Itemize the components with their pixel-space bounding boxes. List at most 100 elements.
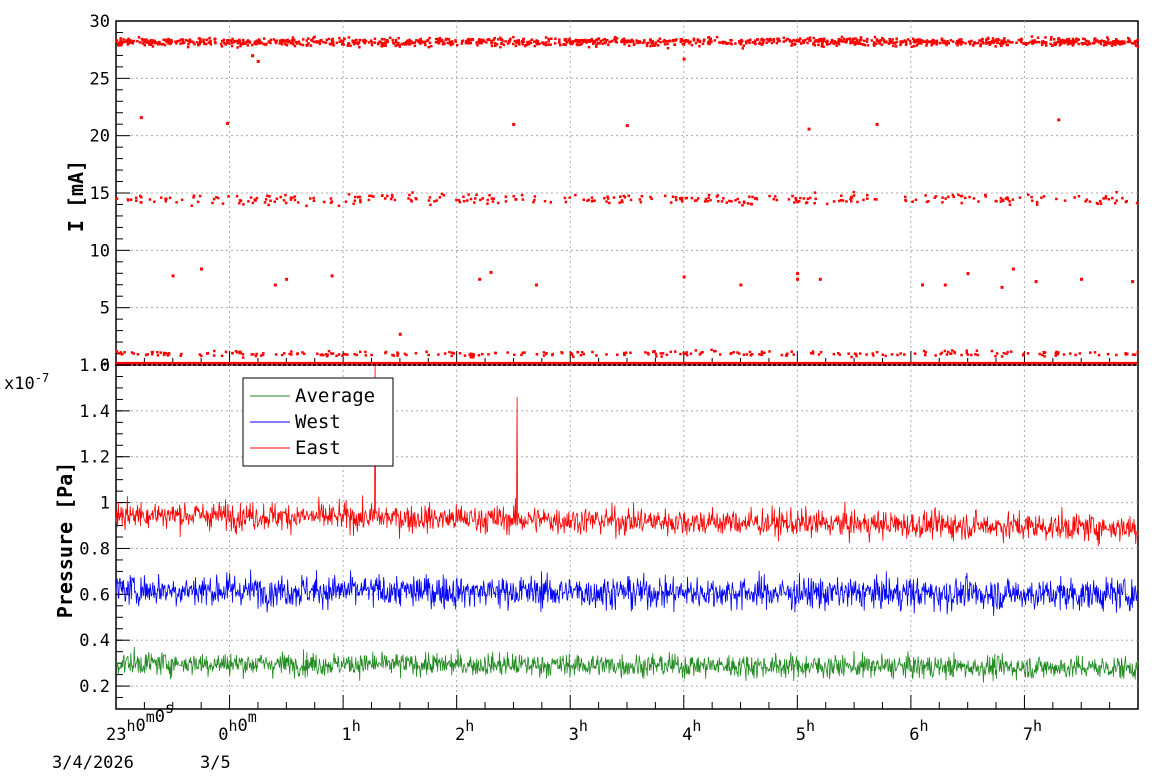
current-outlier: [171, 274, 175, 278]
current-point: [849, 38, 852, 41]
current-point: [943, 349, 947, 353]
current-point: [679, 352, 682, 356]
current-point: [613, 35, 617, 39]
current-point: [424, 43, 427, 47]
current-point: [485, 41, 488, 44]
current-point: [1027, 193, 1030, 196]
current-point: [392, 354, 395, 357]
current-point: [581, 41, 585, 44]
current-point: [683, 40, 686, 44]
current-point: [621, 200, 624, 204]
current-point: [794, 42, 797, 45]
current-point: [400, 42, 403, 46]
current-point: [832, 352, 836, 356]
current-point: [1043, 351, 1047, 354]
current-point: [852, 190, 856, 194]
current-point: [1124, 200, 1128, 204]
current-point: [838, 199, 841, 203]
current-point: [856, 41, 859, 44]
current-point: [144, 353, 148, 357]
current-point: [866, 44, 870, 47]
current-point: [979, 44, 982, 48]
current-point: [875, 350, 879, 354]
current-point: [835, 41, 838, 45]
current-point: [290, 350, 293, 353]
current-point: [791, 42, 794, 46]
current-point: [129, 39, 132, 42]
current-point: [782, 40, 786, 43]
current-point: [811, 352, 815, 355]
current-point: [957, 38, 961, 41]
current-point: [970, 39, 973, 43]
current-point: [521, 38, 525, 42]
current-point: [1023, 42, 1026, 45]
current-point: [660, 355, 663, 358]
current-outlier: [273, 283, 277, 287]
current-point: [428, 41, 432, 45]
current-point: [563, 196, 567, 200]
current-point: [1000, 39, 1003, 42]
current-point: [344, 200, 348, 203]
current-point: [450, 354, 453, 358]
current-point: [127, 37, 130, 41]
current-point: [569, 40, 572, 43]
current-point: [643, 39, 646, 42]
current-point: [584, 38, 587, 42]
current-point: [903, 39, 906, 42]
current-point: [805, 201, 809, 204]
current-point: [946, 350, 950, 354]
current-point: [231, 37, 234, 41]
current-point: [854, 352, 858, 356]
current-point: [115, 39, 119, 42]
current-point: [1049, 42, 1052, 46]
current-point: [776, 37, 779, 40]
current-point: [1073, 196, 1076, 199]
current-point: [709, 198, 712, 202]
current-point: [1030, 195, 1033, 199]
current-point: [1107, 38, 1110, 41]
current-point: [674, 196, 678, 199]
current-point: [904, 195, 907, 199]
current-point: [209, 41, 212, 44]
current-point: [987, 37, 990, 41]
current-point: [346, 353, 349, 356]
current-point: [578, 40, 581, 44]
current-point: [570, 353, 574, 356]
legend-label-average: Average: [295, 385, 375, 407]
current-point: [273, 200, 276, 203]
current-point: [654, 352, 658, 356]
current-point: [984, 193, 987, 197]
current-point: [496, 38, 500, 41]
current-point: [115, 40, 118, 44]
current-point: [476, 43, 479, 47]
current-point: [494, 351, 497, 355]
current-point: [126, 43, 129, 46]
current-point: [927, 200, 930, 203]
current-point: [175, 42, 178, 45]
current-point: [547, 40, 550, 43]
current-point: [1030, 35, 1034, 38]
current-point: [212, 354, 216, 357]
current-point: [728, 199, 731, 203]
current-point: [330, 200, 334, 203]
current-point: [214, 41, 217, 45]
current-point: [312, 40, 316, 44]
current-point: [1115, 38, 1118, 41]
current-point: [407, 41, 411, 44]
current-point: [1082, 37, 1085, 40]
current-point: [280, 41, 283, 44]
current-point: [413, 44, 417, 48]
current-point: [1114, 43, 1117, 47]
current-point: [369, 39, 373, 42]
current-point: [397, 41, 400, 45]
current-point: [924, 194, 927, 197]
current-point: [974, 42, 977, 45]
current-point: [680, 196, 684, 200]
current-point: [288, 352, 291, 356]
current-point: [1075, 37, 1078, 40]
current-point: [156, 351, 159, 354]
current-point: [274, 41, 278, 45]
current-point: [146, 353, 149, 356]
current-point: [179, 42, 182, 45]
current-point: [136, 39, 139, 43]
